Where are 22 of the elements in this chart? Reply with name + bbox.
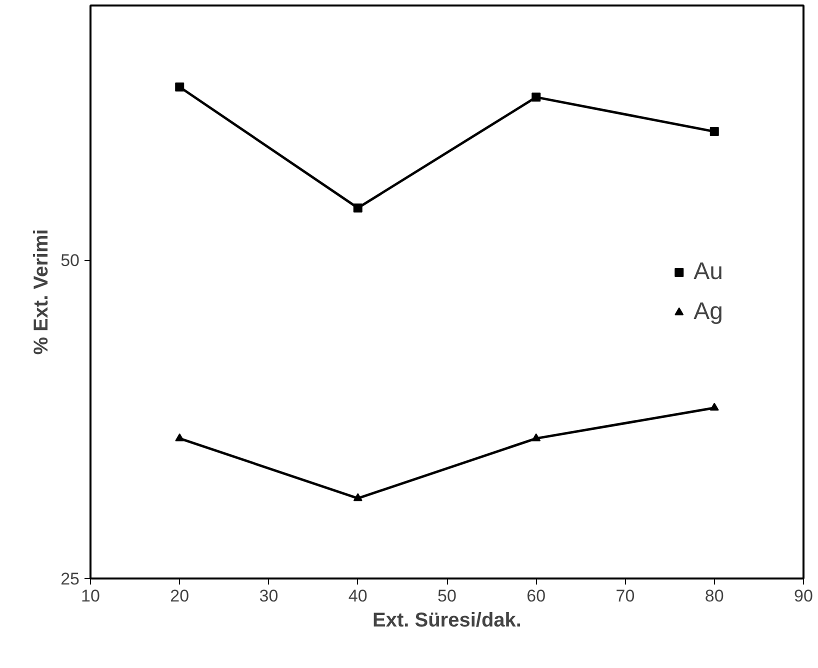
x-tick-label: 60 bbox=[526, 586, 546, 606]
point bbox=[710, 402, 719, 411]
point bbox=[710, 127, 719, 136]
x-tick-label: 80 bbox=[704, 586, 724, 606]
point bbox=[532, 433, 541, 442]
x-tick-label: 40 bbox=[348, 586, 368, 606]
y-axis-title: % Ext. Verimi bbox=[30, 229, 53, 355]
point bbox=[353, 203, 362, 212]
legend-label: Au bbox=[694, 258, 723, 286]
y-tick-label: 25 bbox=[60, 570, 80, 588]
legend-label: Ag bbox=[694, 298, 723, 326]
x-tick-label: 50 bbox=[438, 586, 456, 606]
point bbox=[175, 433, 184, 442]
x-tick-label: 10 bbox=[81, 586, 100, 606]
x-axis-title: Ext. Süresi/dak. bbox=[372, 610, 522, 632]
x-tick-label: 30 bbox=[259, 586, 278, 606]
x-tick-label: 20 bbox=[170, 586, 190, 606]
point bbox=[175, 82, 184, 92]
point bbox=[353, 493, 362, 502]
point bbox=[532, 92, 541, 102]
x-tick-label: 90 bbox=[794, 586, 813, 606]
x-tick-label: 70 bbox=[616, 586, 635, 606]
